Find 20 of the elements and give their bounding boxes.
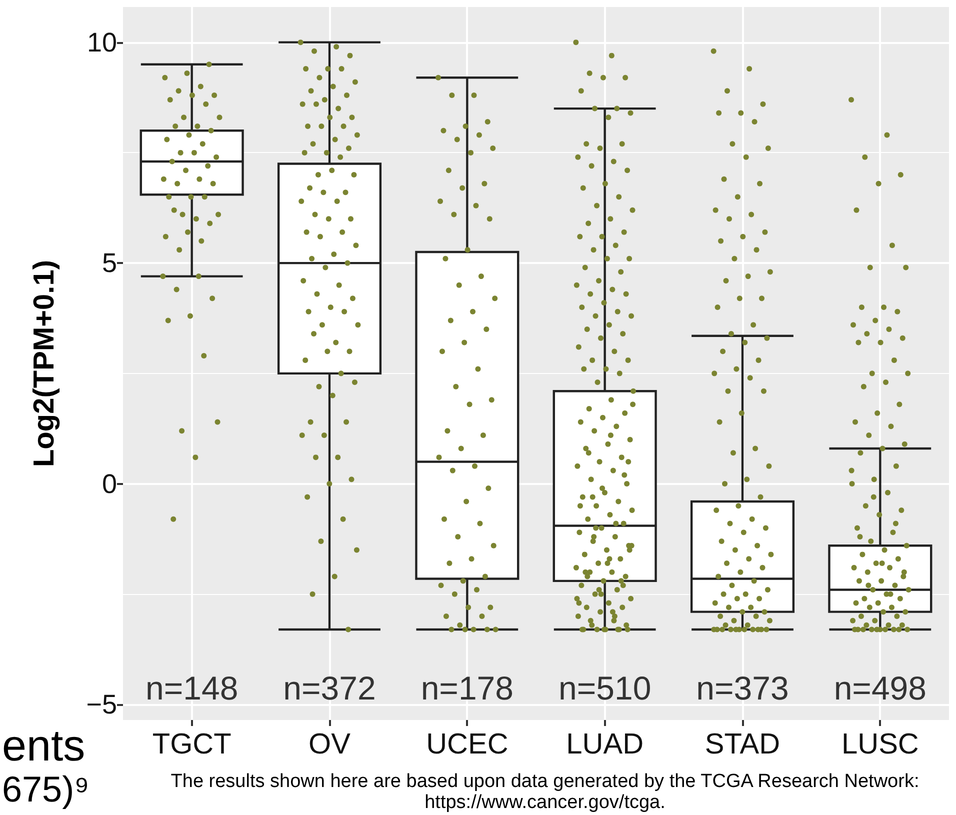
x-tick-label: UCEC xyxy=(426,728,508,760)
x-tick-label: STAD xyxy=(704,728,780,760)
annotation: n=148 xyxy=(145,670,238,706)
y-tick-label: 0 xyxy=(102,468,117,499)
annotation: n=373 xyxy=(696,670,789,706)
x-tick-label: TGCT xyxy=(152,728,232,760)
text: 675)⁹ xyxy=(2,768,90,810)
y-axis-title: Log2(TPM+0.1) xyxy=(28,260,60,468)
y-tick-label: 5 xyxy=(102,248,117,278)
x-tick-label: OV xyxy=(308,728,352,760)
y-tick-label: 10 xyxy=(86,27,117,58)
annotation: n=178 xyxy=(420,670,514,706)
y-tick-label: −5 xyxy=(86,690,117,720)
annotation: n=510 xyxy=(558,670,652,706)
annotation: n=372 xyxy=(283,670,376,706)
annotation: n=498 xyxy=(834,670,927,706)
text: The results shown here are based upon data generated by the TCGA Research Network: https://www.cancer.gov/tcga. xyxy=(170,771,920,813)
x-tick-label: LUSC xyxy=(841,728,919,760)
text: ents xyxy=(2,722,86,770)
x-tick-label: LUAD xyxy=(566,728,644,760)
